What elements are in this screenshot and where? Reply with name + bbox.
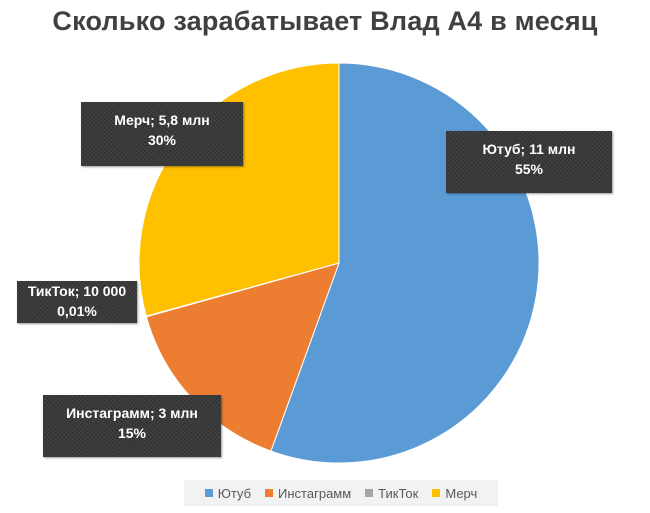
legend-label-tiktok: ТикТок <box>378 485 419 501</box>
legend-swatch-youtube <box>204 489 213 497</box>
chart-legend: Ютуб Инстаграмм ТикТок Мерч <box>184 480 498 506</box>
chart-title: Сколько зарабатывает Влад А4 в месяц <box>52 6 598 36</box>
legend-item-tiktok[interactable]: ТикТок <box>365 486 418 501</box>
legend-label-youtube: Ютуб <box>217 485 252 501</box>
legend-label-instagram: Инстаграмм <box>278 485 352 501</box>
legend-item-merch[interactable]: Мерч <box>432 486 477 501</box>
legend-label-merch: Мерч <box>445 485 478 501</box>
data-label-tiktok: ТикТок; 10 000 0,01% <box>17 281 137 323</box>
legend-item-youtube[interactable]: Ютуб <box>204 485 252 501</box>
data-label-merch: Мерч; 5,8 млн 30% <box>81 102 243 166</box>
data-label-tiktok-value: ТикТок; 10 000 <box>27 283 127 299</box>
data-label-merch-percent: 30% <box>147 132 177 148</box>
slice-instagram <box>145 262 340 452</box>
data-label-youtube-percent: 55% <box>514 161 544 177</box>
data-label-instagram: Инстаграмм; 3 млн 15% <box>43 395 221 457</box>
data-label-merch-value: Мерч; 5,8 млн <box>114 112 210 128</box>
legend-swatch-instagram <box>265 489 274 497</box>
data-label-tiktok-percent: 0,01% <box>57 303 97 319</box>
data-label-instagram-percent: 15% <box>117 425 147 441</box>
data-label-instagram-value: Инстаграмм; 3 млн <box>66 405 198 421</box>
data-label-youtube: Ютуб; 11 млн 55% <box>446 131 612 193</box>
data-label-youtube-value: Ютуб; 11 млн <box>482 141 576 157</box>
legend-swatch-merch <box>432 489 441 497</box>
legend-item-instagram[interactable]: Инстаграмм <box>265 486 351 501</box>
legend-swatch-tiktok <box>365 489 374 497</box>
